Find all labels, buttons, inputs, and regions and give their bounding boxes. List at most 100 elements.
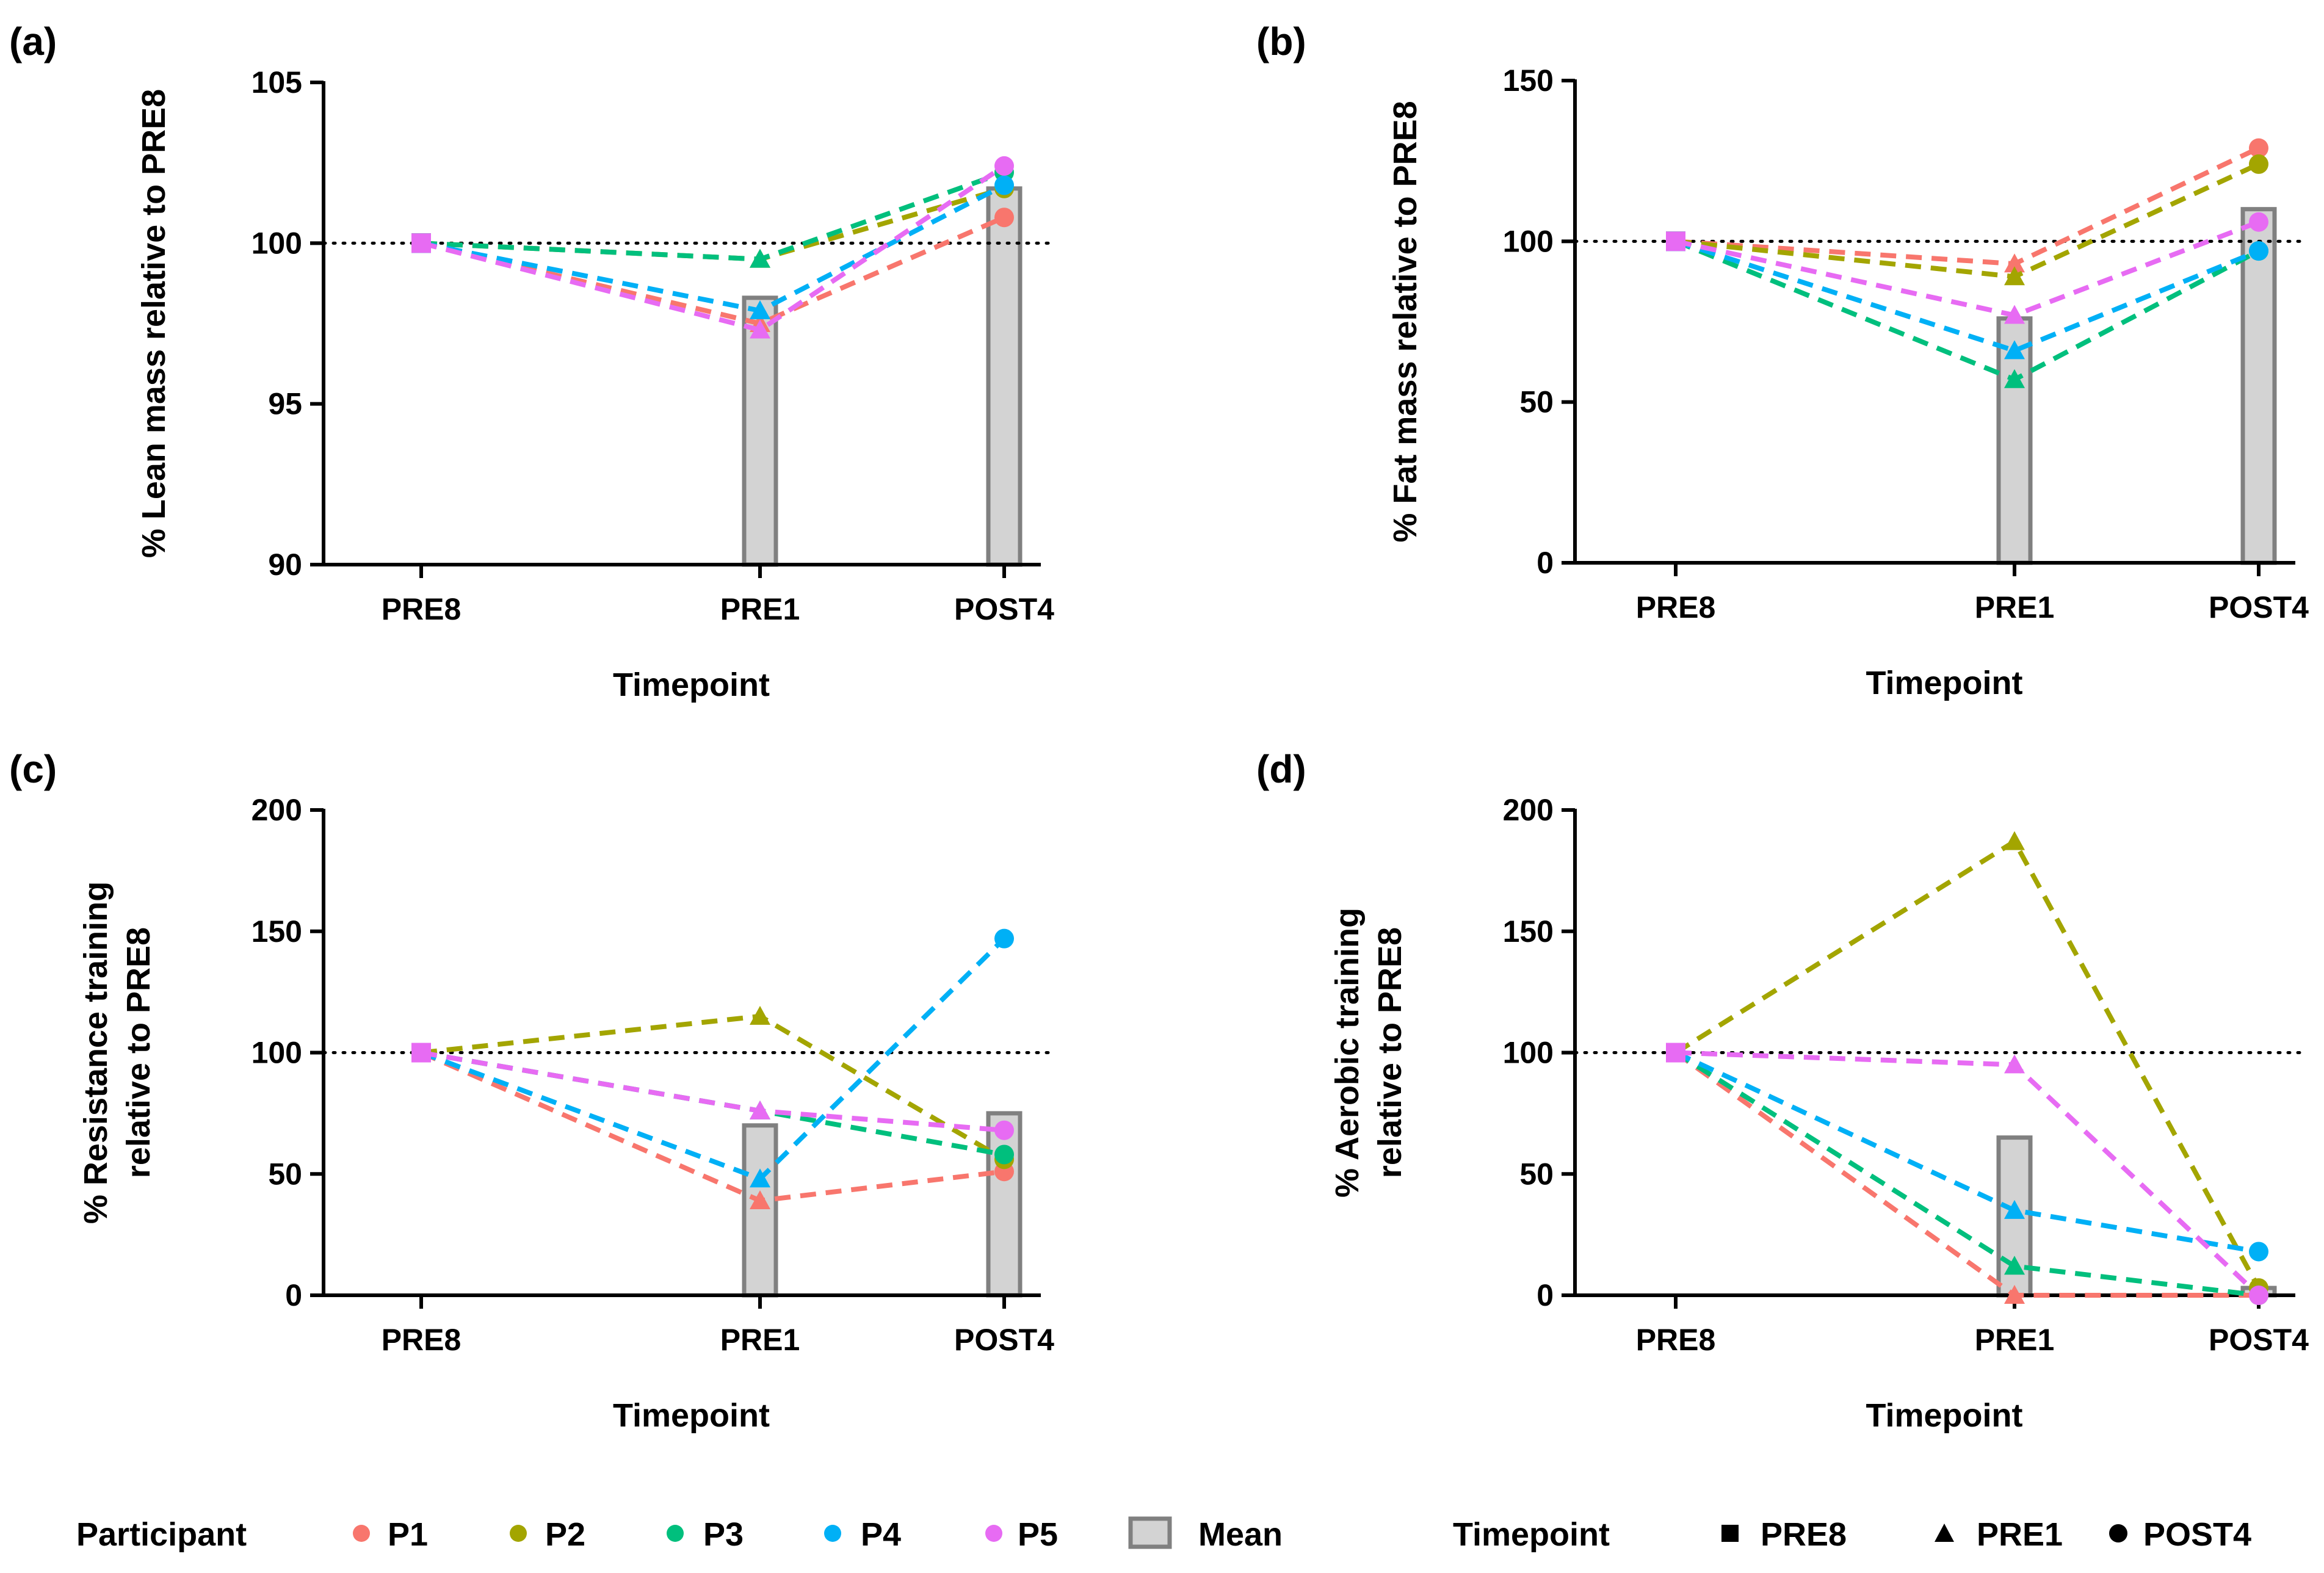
y-tick-label: 100	[1503, 1036, 1554, 1070]
series-line-p4	[1674, 1050, 2259, 1254]
panel-label: (c)	[9, 747, 57, 791]
x-tick-label: POST4	[954, 592, 1054, 626]
series-p1	[1666, 1043, 2268, 1305]
legend-participant-title: Participant	[76, 1516, 247, 1553]
point-p1-post4	[994, 208, 1014, 228]
legend-item-pre1: PRE1	[1935, 1516, 2063, 1553]
point-p4-pre1	[2004, 1199, 2025, 1219]
legend-marker-p2	[510, 1525, 527, 1542]
legend-label-post4: POST4	[2143, 1516, 2251, 1553]
legend-mean-swatch	[1128, 1516, 1172, 1549]
x-tick-label: PRE1	[720, 1323, 800, 1357]
x-tick-label: PRE1	[1975, 1323, 2055, 1357]
point-p4-post4	[2249, 241, 2268, 261]
point-p2-pre1	[2004, 266, 2025, 286]
y-axis-label-line1: % Aerobic training	[1329, 908, 1366, 1198]
legend-item-p3: P3	[667, 1516, 744, 1553]
point-p1-pre1	[2004, 253, 2025, 273]
mean-bar-post4	[2240, 207, 2277, 565]
point-p3-pre1	[2004, 1256, 2025, 1275]
x-tick-label: POST4	[2209, 1323, 2309, 1357]
point-p2-post4	[2249, 154, 2268, 174]
y-tick-label: 200	[252, 793, 302, 827]
y-tick-label: 0	[1537, 1278, 1554, 1312]
y-tick-label: 200	[1503, 793, 1554, 827]
point-p1-pre1	[750, 1190, 770, 1209]
legend-item-p4: P4	[824, 1516, 901, 1553]
y-tick-label: 105	[252, 65, 302, 99]
point-p5-pre8	[1666, 231, 1685, 251]
x-tick-label: PRE8	[382, 1323, 462, 1357]
point-p3-pre1	[2004, 369, 2025, 388]
chart-panel-a: (a) 90 95 100 105 PRE8 PRE1 POST4 Timepoint % Lea…	[9, 20, 1055, 703]
panel-label: (b)	[1256, 20, 1306, 63]
series-p4	[1666, 1043, 2268, 1262]
legend-label-p3: P3	[703, 1516, 744, 1553]
series-p5	[411, 156, 1014, 339]
y-tick-label: 50	[268, 1157, 302, 1191]
y-axis-label-line2: relative to PRE8	[120, 927, 157, 1178]
legend-marker-p4	[824, 1525, 841, 1542]
series-p5	[411, 1043, 1014, 1140]
square-marker-icon	[1721, 1525, 1739, 1542]
legend-item-post4: POST4	[2109, 1516, 2251, 1553]
y-tick-label: 150	[1503, 914, 1554, 949]
circle-marker-icon	[2109, 1524, 2127, 1542]
point-p1-post4	[2249, 138, 2268, 158]
legend: Participant P1 P2 P3 P4 P5 Mean Timepoin…	[76, 1516, 2251, 1553]
series-p4	[411, 928, 1014, 1188]
x-tick-label: PRE1	[720, 592, 800, 626]
series-line-p5	[1675, 1050, 2261, 1297]
x-axis-label: Timepoint	[613, 667, 770, 703]
legend-label-pre8: PRE8	[1761, 1516, 1847, 1553]
point-p5-pre8	[1666, 1043, 1685, 1063]
mean-bar-pre1	[742, 1123, 778, 1298]
x-tick-label: POST4	[954, 1323, 1054, 1357]
series-p3	[1666, 1043, 2268, 1305]
series-line-p1	[420, 1050, 1005, 1204]
y-tick-label: 50	[1519, 1157, 1554, 1191]
y-tick-label: 0	[1537, 546, 1554, 580]
y-tick-label: 100	[1503, 224, 1554, 258]
y-axis-label-line2: relative to PRE8	[1372, 927, 1408, 1178]
x-axis-label: Timepoint	[1866, 1397, 2022, 1434]
point-p4-pre1	[750, 1168, 770, 1188]
point-p5-post4	[994, 156, 1014, 176]
point-p5-pre1	[2004, 1054, 2025, 1074]
legend-marker-p3	[667, 1525, 684, 1542]
panel-label: (a)	[9, 20, 57, 63]
point-p3-pre1	[750, 248, 770, 268]
chart-panel-c: (c) 0 50 100 150 200 PRE8 PRE1 POST4 Timepoint % R…	[9, 747, 1055, 1434]
legend-label-p1: P1	[388, 1516, 428, 1553]
point-p4-post4	[994, 175, 1014, 195]
series-line-p1	[1675, 145, 2260, 267]
point-p5-post4	[994, 1120, 1014, 1140]
x-tick-label: POST4	[2209, 590, 2309, 624]
legend-marker-p1	[353, 1525, 370, 1542]
point-p5-post4	[2249, 1286, 2268, 1305]
point-p5-pre1	[750, 1100, 770, 1119]
series-line-p4	[420, 936, 1006, 1182]
point-p2-pre1	[750, 1005, 770, 1025]
x-axis-label: Timepoint	[1866, 665, 2022, 701]
legend-item-p5: P5	[985, 1516, 1058, 1553]
panel-label: (d)	[1256, 747, 1306, 791]
legend-label-pre1: PRE1	[1977, 1516, 2063, 1553]
series-line-p1	[1674, 1050, 2259, 1298]
series-line-p1	[421, 215, 1005, 327]
mean-bar-post4	[986, 186, 1023, 567]
panels: (a) 90 95 100 105 PRE8 PRE1 POST4 Timepoint % Lea…	[9, 20, 2309, 1434]
point-p2-pre1	[2004, 831, 2025, 850]
x-tick-label: PRE8	[1636, 1323, 1716, 1357]
y-tick-label: 150	[252, 914, 302, 949]
y-axis-label: % Lean mass relative to PRE8	[136, 89, 172, 558]
y-tick-label: 90	[268, 548, 302, 582]
legend-item-mean: Mean	[1128, 1516, 1283, 1553]
point-p5-post4	[2249, 212, 2268, 232]
point-p5-pre1	[2004, 305, 2025, 324]
legend-label-p5: P5	[1018, 1516, 1058, 1553]
series-p5	[1666, 212, 2268, 324]
point-p4-pre1	[2004, 340, 2025, 360]
y-axis-label: % Fat mass relative to PRE8	[1387, 101, 1424, 542]
